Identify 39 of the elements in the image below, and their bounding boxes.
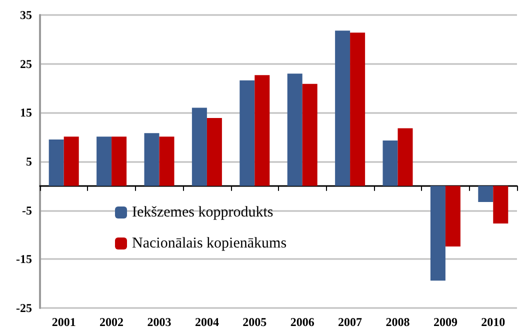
bar	[192, 108, 207, 186]
x-tick-label: 2004	[194, 315, 219, 329]
x-tick-label: 2009	[433, 315, 458, 329]
y-tick-label: 15	[20, 106, 32, 120]
bar	[287, 74, 302, 186]
bar	[206, 118, 222, 186]
x-tick-label: 2001	[52, 315, 76, 329]
bar	[493, 186, 508, 224]
legend-label: Nacionālais kopienākums	[132, 236, 287, 252]
x-tick-label: 2002	[100, 315, 124, 329]
bar	[96, 136, 112, 186]
x-tick-label: 2007	[338, 315, 362, 329]
legend-label: Iekšzemes kopprodukts	[132, 204, 274, 220]
y-tick-label: -15	[16, 252, 32, 266]
bar	[254, 75, 270, 186]
y-tick-label: -5	[22, 203, 32, 218]
bar	[144, 133, 160, 186]
y-tick-label: 25	[20, 56, 32, 71]
x-tick-label: 2008	[386, 315, 410, 329]
x-tick-label: 2003	[147, 315, 172, 329]
bar	[159, 136, 174, 186]
x-tick-label: 2010	[481, 315, 506, 329]
bar	[350, 32, 366, 186]
bar	[335, 30, 350, 186]
bar	[64, 136, 79, 186]
x-tick-label: 2006	[290, 315, 314, 329]
bar	[445, 186, 460, 246]
bar	[430, 186, 446, 281]
bar	[398, 128, 413, 186]
bar	[48, 140, 64, 186]
y-tick-label: 35	[20, 8, 32, 22]
bar	[478, 186, 494, 202]
bar	[112, 136, 127, 186]
bar	[382, 140, 398, 186]
x-tick-label: 2005	[242, 315, 267, 329]
bar	[240, 80, 255, 186]
bar	[302, 84, 318, 186]
y-tick-label: -25	[16, 301, 32, 315]
y-tick-label: 5	[26, 154, 32, 168]
